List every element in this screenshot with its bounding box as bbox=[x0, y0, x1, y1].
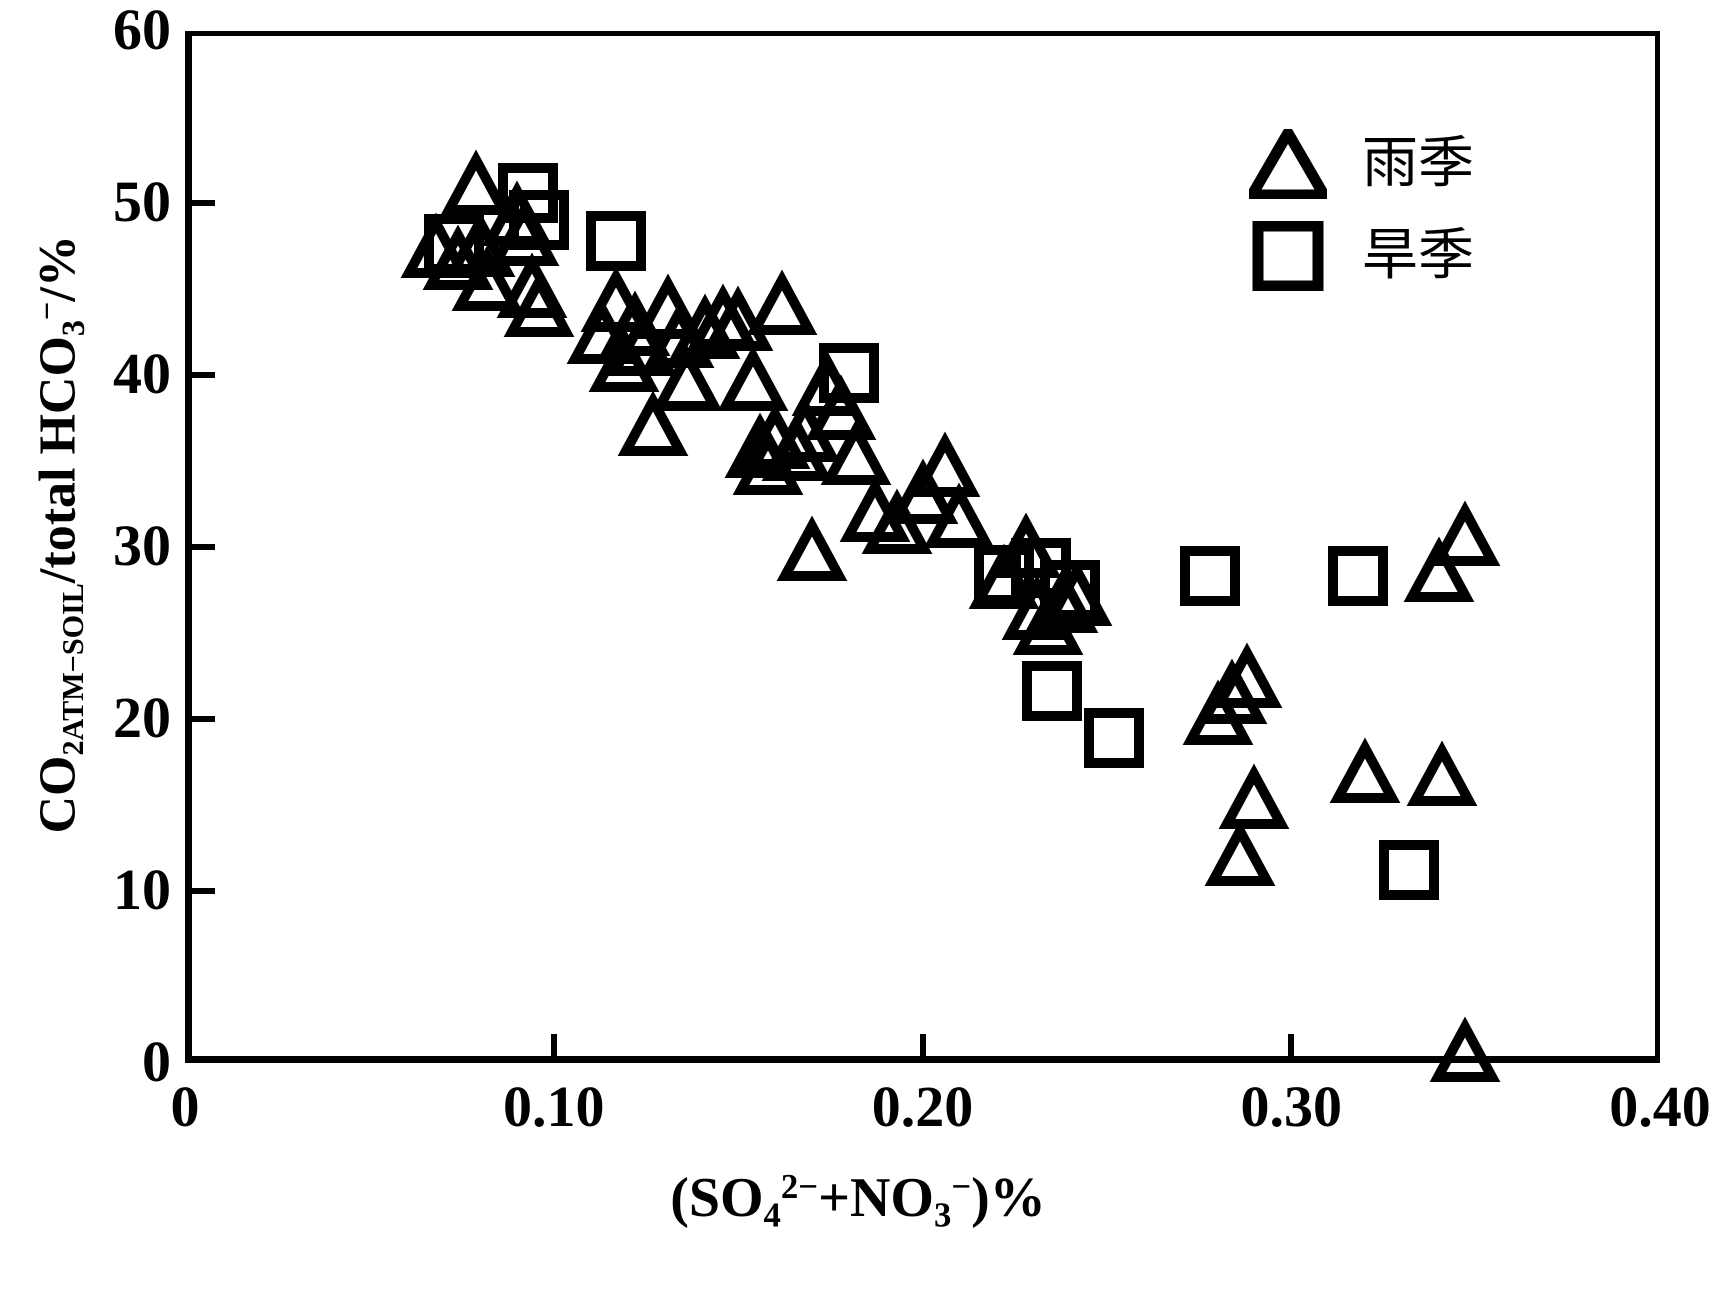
data-point-square bbox=[1021, 660, 1083, 722]
data-point-triangle bbox=[791, 350, 863, 418]
data-point-triangle bbox=[617, 390, 689, 458]
data-point-square bbox=[585, 210, 647, 272]
data-point-triangle bbox=[1403, 536, 1475, 604]
data-point-triangle bbox=[1001, 574, 1073, 642]
data-point-triangle bbox=[702, 285, 774, 353]
data-point-triangle bbox=[717, 345, 789, 413]
data-point-square bbox=[1378, 839, 1440, 901]
y-axis-tick bbox=[185, 372, 215, 378]
x-axis-tick-label: 0.10 bbox=[503, 1074, 605, 1139]
data-point-triangle bbox=[909, 431, 981, 499]
data-point-triangle bbox=[746, 269, 818, 337]
data-point-square bbox=[1327, 545, 1389, 607]
data-point-triangle bbox=[444, 211, 516, 279]
data-point-triangle bbox=[923, 482, 995, 550]
data-point-triangle bbox=[1012, 589, 1084, 657]
data-point-square bbox=[973, 544, 1035, 606]
data-point-triangle bbox=[422, 224, 494, 292]
x-axis-tick bbox=[550, 1034, 557, 1063]
data-point-triangle bbox=[496, 252, 568, 320]
data-point-triangle bbox=[1218, 763, 1290, 831]
data-point-triangle bbox=[643, 302, 715, 370]
data-point-triangle bbox=[599, 290, 671, 358]
data-point-triangle bbox=[1041, 560, 1113, 628]
data-point-triangle bbox=[581, 266, 652, 334]
y-axis-tick-label: 40 bbox=[113, 341, 171, 406]
data-point-triangle bbox=[1211, 642, 1283, 710]
y-axis-tick-label: 60 bbox=[113, 0, 171, 62]
y-axis-tick bbox=[185, 200, 215, 206]
data-point-triangle bbox=[820, 419, 892, 487]
data-point-square bbox=[818, 342, 880, 404]
data-point-triangle bbox=[606, 310, 678, 378]
data-point-triangle bbox=[769, 396, 840, 464]
data-point-triangle bbox=[1027, 567, 1099, 635]
legend-entry-rainy: 雨季 bbox=[1240, 118, 1570, 210]
y-axis-tick-label: 0 bbox=[142, 1029, 171, 1094]
data-point-triangle bbox=[440, 149, 512, 217]
x-axis-tick-label: 0.30 bbox=[1240, 1074, 1343, 1139]
y-axis-tick bbox=[185, 716, 215, 722]
data-point-triangle bbox=[761, 415, 833, 483]
data-point-triangle bbox=[1407, 740, 1478, 808]
y-axis-tick-label: 50 bbox=[113, 169, 171, 234]
data-point-triangle bbox=[1204, 820, 1276, 888]
y-axis-tick bbox=[185, 544, 215, 550]
data-point-triangle bbox=[451, 245, 523, 313]
data-point-triangle bbox=[687, 283, 759, 351]
square-marker-icon bbox=[1240, 221, 1336, 291]
data-point-triangle bbox=[724, 412, 796, 480]
data-point-triangle bbox=[503, 271, 575, 339]
data-point-square bbox=[1083, 707, 1145, 769]
x-axis-tick-label: 0 bbox=[170, 1074, 200, 1139]
data-point-square bbox=[1039, 559, 1101, 621]
data-point-triangle bbox=[805, 374, 877, 442]
legend: 雨季 旱季 bbox=[1240, 118, 1570, 302]
y-axis-tick-label: 30 bbox=[113, 513, 171, 578]
data-point-triangle bbox=[776, 515, 848, 583]
data-point-triangle bbox=[1329, 737, 1401, 805]
data-point-square bbox=[423, 213, 485, 275]
x-axis-tick bbox=[919, 1034, 926, 1063]
data-point-triangle bbox=[1182, 679, 1253, 747]
legend-label-dry: 旱季 bbox=[1362, 223, 1474, 288]
data-point-triangle bbox=[488, 200, 560, 268]
data-point-triangle bbox=[566, 298, 638, 366]
data-point-triangle bbox=[588, 326, 660, 394]
data-point-triangle bbox=[990, 512, 1062, 580]
data-point-square bbox=[508, 189, 570, 251]
data-point-square bbox=[497, 162, 559, 224]
data-point-triangle bbox=[1429, 1016, 1500, 1084]
data-point-triangle bbox=[632, 273, 704, 341]
data-point-triangle bbox=[1429, 500, 1500, 568]
data-point-triangle bbox=[887, 458, 958, 526]
data-point-triangle bbox=[400, 212, 472, 280]
data-point-triangle bbox=[739, 403, 811, 471]
data-point-square bbox=[1179, 545, 1241, 607]
data-point-triangle bbox=[669, 293, 741, 361]
data-point-triangle bbox=[651, 345, 722, 413]
data-point-triangle bbox=[839, 476, 910, 544]
data-point-triangle bbox=[861, 488, 933, 556]
legend-entry-dry: 旱季 bbox=[1240, 210, 1570, 302]
y-axis-tick-label: 20 bbox=[113, 685, 171, 750]
triangle-marker-icon bbox=[1240, 129, 1336, 199]
data-point-triangle bbox=[968, 543, 1040, 611]
x-axis-tick bbox=[1288, 1034, 1295, 1063]
x-axis-tick-label: 0.20 bbox=[871, 1074, 974, 1139]
data-point-triangle bbox=[1196, 658, 1268, 726]
data-point-square bbox=[1010, 537, 1072, 599]
x-axis-tick-label: 0.40 bbox=[1609, 1074, 1711, 1139]
x-axis-title: (SO42−+NO3−)% bbox=[670, 1167, 1046, 1235]
legend-label-rainy: 雨季 bbox=[1362, 131, 1474, 196]
y-axis-title: CO2ATM−SOIL/total HCO3−/% bbox=[28, 235, 92, 834]
y-axis-tick-label: 10 bbox=[113, 857, 171, 922]
data-point-triangle bbox=[732, 429, 804, 497]
data-point-triangle bbox=[481, 180, 553, 248]
y-axis-tick bbox=[185, 888, 215, 894]
